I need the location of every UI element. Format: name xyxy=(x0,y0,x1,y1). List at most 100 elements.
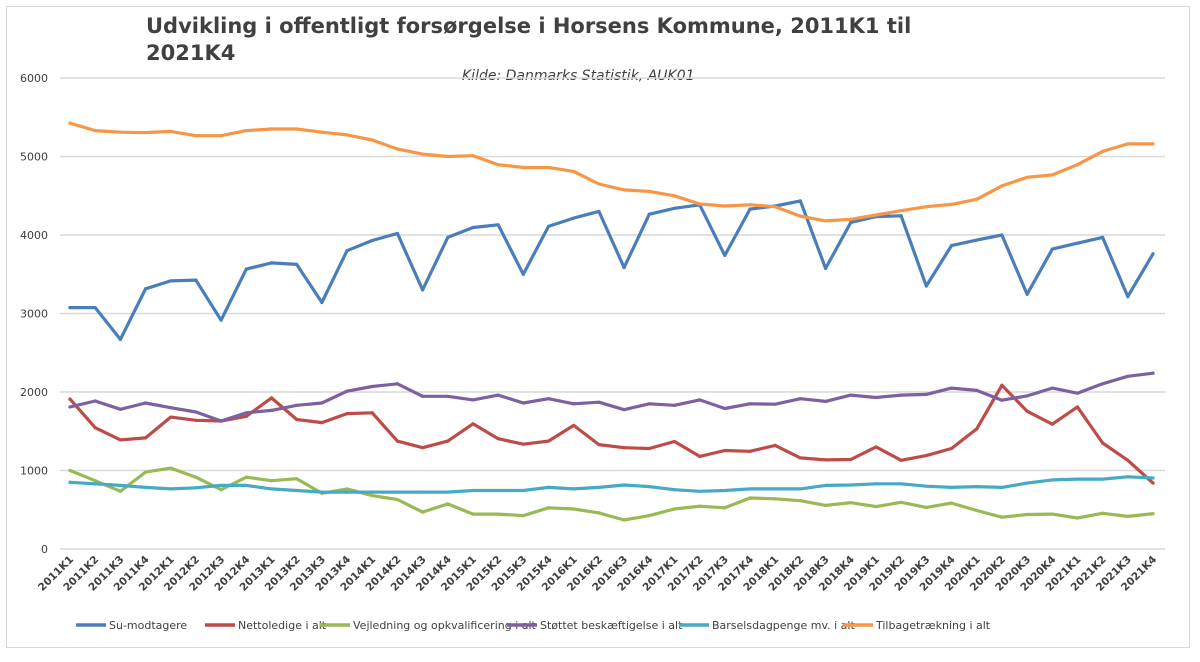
data-point xyxy=(143,485,148,489)
y-tick-label: 4000 xyxy=(20,229,48,242)
data-point xyxy=(446,154,450,159)
data-point xyxy=(1000,184,1004,188)
data-point xyxy=(320,490,324,494)
data-point xyxy=(421,152,425,156)
data-point xyxy=(698,202,702,206)
data-point xyxy=(1050,386,1054,390)
data-point xyxy=(723,488,727,493)
data-point xyxy=(1126,295,1130,299)
data-point xyxy=(924,453,928,458)
data-point xyxy=(1000,383,1004,387)
data-point xyxy=(1050,173,1054,177)
data-point xyxy=(295,417,299,422)
data-point xyxy=(370,238,374,243)
data-point xyxy=(320,421,324,425)
data-point xyxy=(118,483,122,488)
data-point xyxy=(597,511,601,515)
data-point xyxy=(823,458,828,462)
data-point xyxy=(93,306,97,310)
data-point xyxy=(194,410,198,414)
data-point xyxy=(244,128,248,133)
data-point xyxy=(93,482,97,486)
y-tick-label: 2000 xyxy=(20,386,48,399)
legend-label: Barselsdagpenge mv. i alt xyxy=(712,619,855,632)
data-point xyxy=(244,483,248,488)
data-point xyxy=(521,165,525,170)
data-point xyxy=(798,397,802,401)
data-point xyxy=(924,392,928,396)
data-point xyxy=(975,508,979,513)
data-point xyxy=(1075,516,1080,520)
data-point xyxy=(345,490,349,494)
data-point xyxy=(949,446,954,451)
data-point xyxy=(395,147,400,151)
data-point xyxy=(597,485,601,489)
data-point xyxy=(143,401,148,405)
data-point xyxy=(647,402,651,406)
data-point xyxy=(1050,478,1054,482)
data-point xyxy=(295,488,299,493)
data-point xyxy=(924,484,928,488)
data-point xyxy=(899,482,903,486)
data-point xyxy=(647,514,651,518)
data-point xyxy=(672,488,677,492)
data-point xyxy=(622,446,626,450)
data-point xyxy=(446,502,450,506)
data-point xyxy=(949,202,954,206)
data-point xyxy=(823,503,828,508)
series-line-2 xyxy=(68,466,1155,522)
data-point xyxy=(496,512,500,516)
data-point xyxy=(446,235,450,239)
data-point xyxy=(446,490,450,494)
data-point xyxy=(849,217,853,221)
data-point xyxy=(546,224,551,228)
data-point xyxy=(949,501,954,505)
data-point xyxy=(1000,515,1004,519)
data-point xyxy=(118,438,122,442)
data-point xyxy=(421,288,425,292)
data-point xyxy=(1050,247,1054,251)
data-point xyxy=(244,411,248,415)
data-point xyxy=(622,188,626,192)
series-line-4 xyxy=(68,475,1155,494)
data-point xyxy=(1075,477,1080,481)
data-point xyxy=(471,398,475,402)
data-point xyxy=(798,214,802,218)
data-point xyxy=(219,419,223,423)
data-point xyxy=(798,487,802,491)
data-point xyxy=(219,483,223,488)
y-tick-label: 6000 xyxy=(20,72,48,85)
data-point xyxy=(93,479,97,483)
chart-title-line-2: 2021K4 xyxy=(146,41,235,65)
legend-label: Su-modtagere xyxy=(109,619,187,632)
data-point xyxy=(546,397,551,401)
data-point xyxy=(899,214,903,218)
data-point xyxy=(169,129,173,133)
data-point xyxy=(849,393,853,397)
data-point xyxy=(899,500,903,504)
data-point xyxy=(93,426,97,430)
y-tick-label: 1000 xyxy=(20,465,48,478)
data-point xyxy=(572,169,576,174)
data-point xyxy=(143,436,148,440)
data-point xyxy=(723,448,727,453)
data-point xyxy=(219,318,223,322)
data-point xyxy=(1126,475,1130,479)
data-point xyxy=(698,489,702,493)
data-point xyxy=(622,265,626,270)
data-point xyxy=(647,212,651,216)
data-point xyxy=(395,490,400,494)
data-point xyxy=(849,483,853,487)
data-point xyxy=(68,397,72,401)
data-point xyxy=(118,130,122,134)
series-line-5 xyxy=(68,121,1155,223)
data-point xyxy=(597,442,601,447)
series-line-0 xyxy=(68,199,1155,341)
legend-label: Tilbagetrækning i alt xyxy=(875,619,991,632)
data-point xyxy=(169,466,173,470)
data-point xyxy=(924,284,928,288)
data-point xyxy=(521,488,525,493)
legend-label: Vejledning og opkvalificering i alt xyxy=(353,619,537,632)
data-point xyxy=(295,403,299,407)
